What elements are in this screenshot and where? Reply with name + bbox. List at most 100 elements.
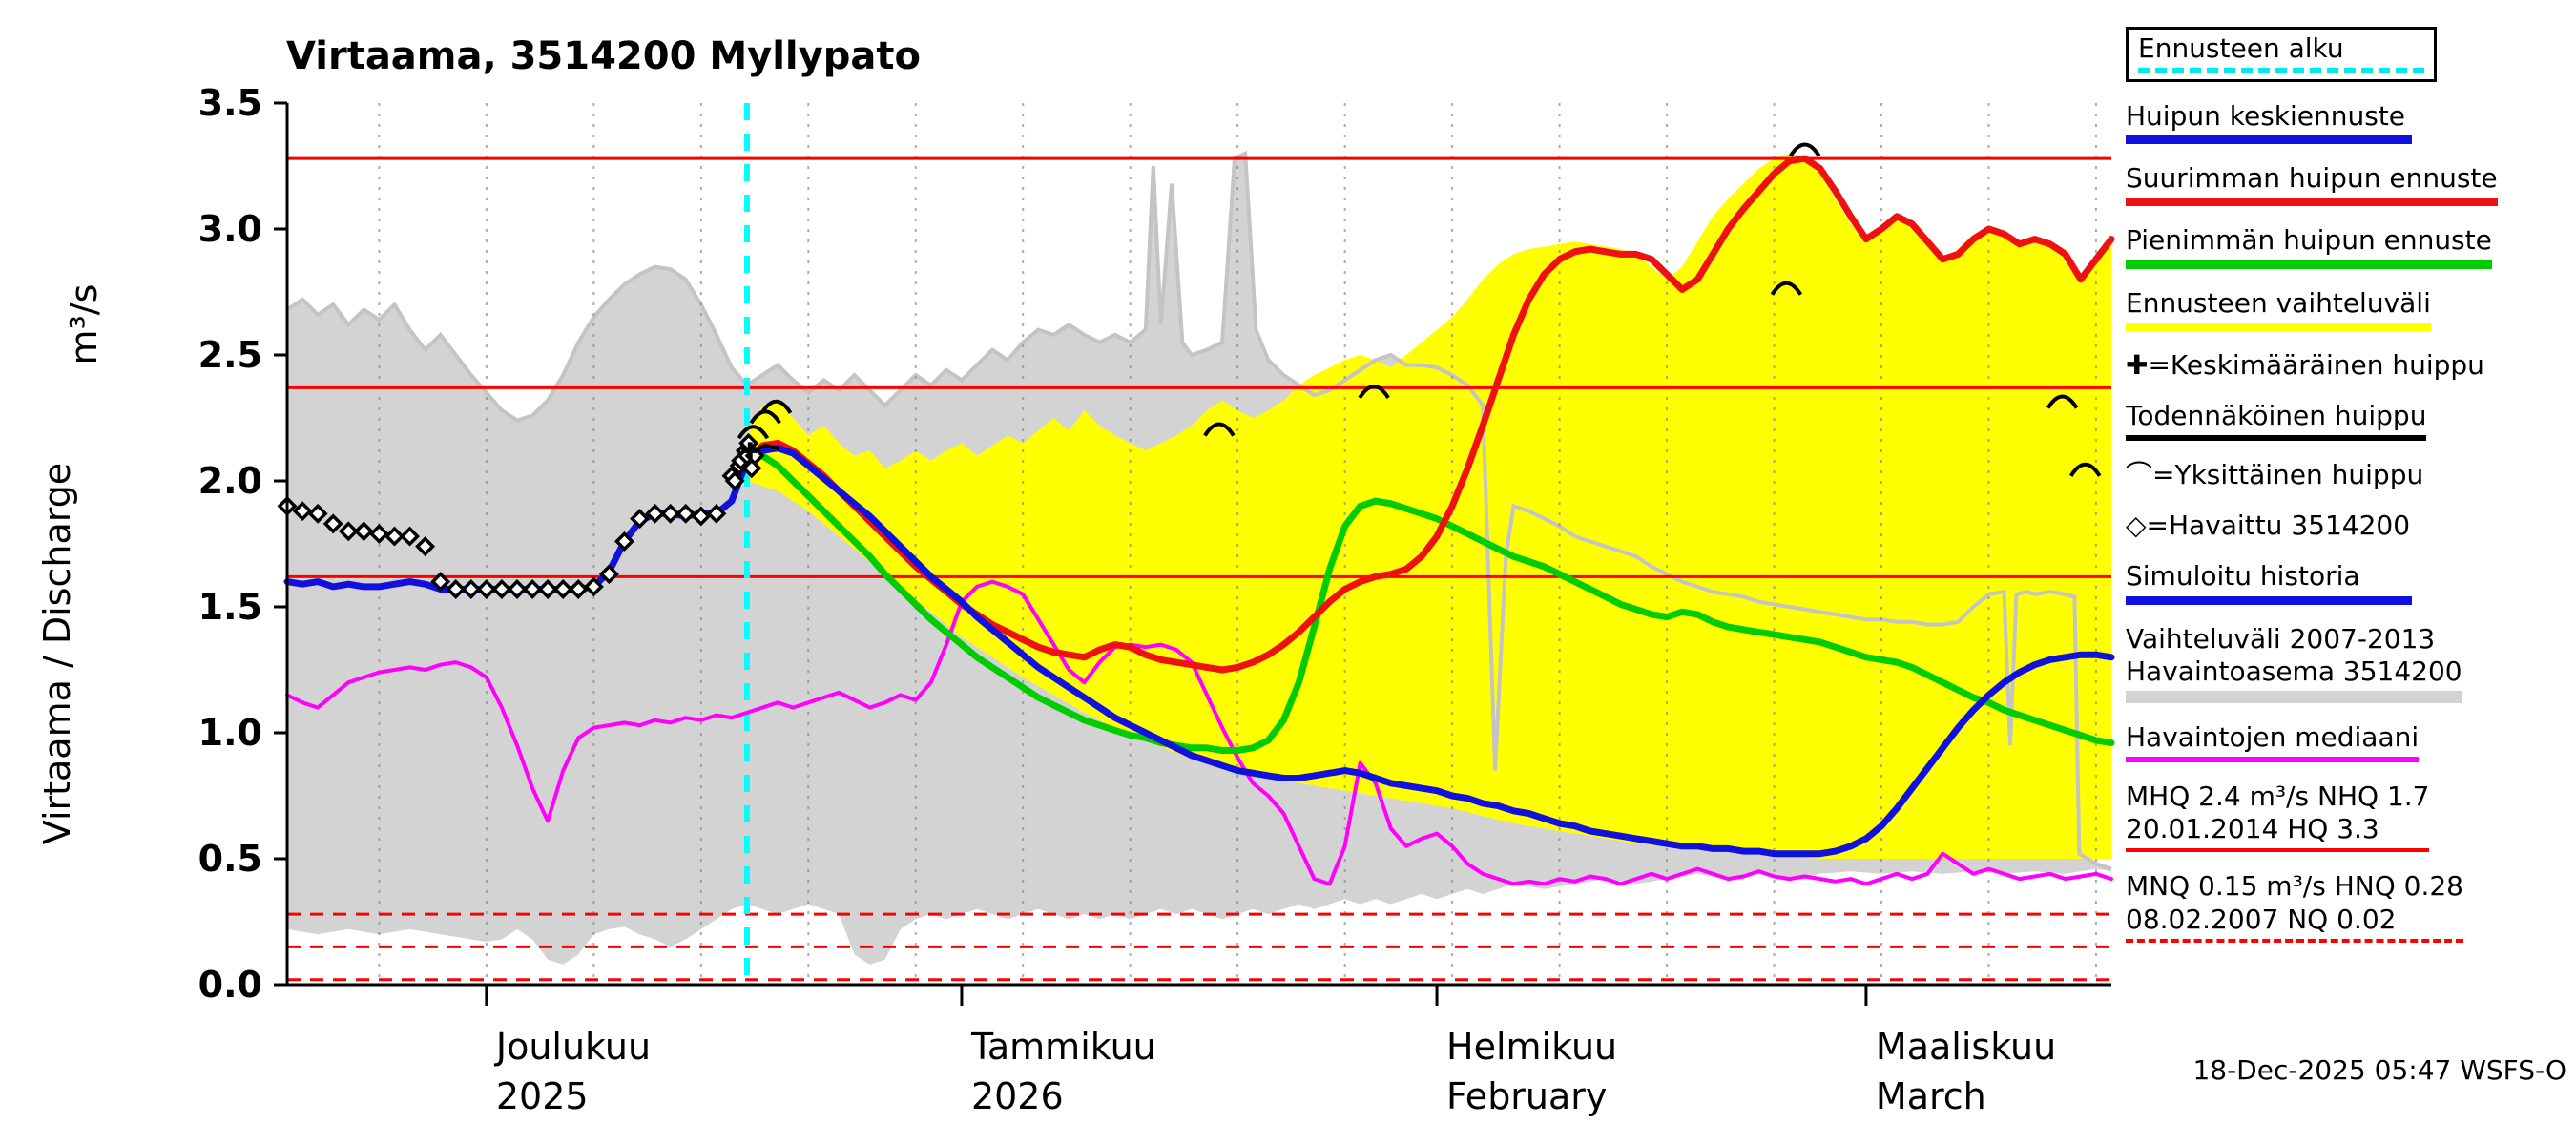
range-bands: [285, 150, 2112, 965]
observed-diamond-marker: [307, 503, 328, 524]
observed-diamond-marker: [691, 506, 712, 527]
timestamp: 18-Dec-2025 05:47 WSFS-O: [2192, 1054, 2566, 1086]
month-label: Tammikuu: [970, 1026, 1156, 1068]
legend-label-forecast-start: Ennusteen alku: [2138, 32, 2344, 64]
individual-peak-arc-marker: [1358, 384, 1390, 400]
legend-item-average-peak: ✚=Keskimääräinen huippu: [2126, 349, 2484, 382]
series-min-peak-forecast: [743, 452, 2115, 754]
individual-peak-arc-marker: [759, 399, 793, 414]
legend-label-observation-median: Havaintojen mediaani: [2126, 720, 2420, 753]
mean-peak-plus-marker: [741, 442, 759, 460]
observed-diamond-marker: [384, 526, 405, 547]
observed-diamond-marker: [552, 579, 573, 599]
legend-item-low-flow-stats: MNQ 0.15 m³/s HNQ 0.28 08.02.2007 NQ 0.02: [2126, 870, 2463, 943]
legend-item-forecast-start: Ennusteen alku: [2126, 27, 2437, 83]
y-tick-label: 0.0: [198, 964, 262, 1006]
month-label: Maaliskuu: [1876, 1026, 2056, 1068]
individual-peak-arc-marker: [749, 409, 781, 425]
observed-diamond-marker: [724, 470, 745, 491]
y-axis-label: Virtaama / Discharge: [36, 462, 78, 845]
month-sublabel: March: [1876, 1075, 1986, 1117]
legend-label-low-flow-stats: 08.02.2007 NQ 0.02: [2126, 903, 2397, 935]
legend-label-high-flow-stats: 20.01.2014 HQ 3.3: [2126, 813, 2379, 845]
y-tick-label: 2.0: [198, 460, 262, 502]
legend-label-smallest-peak-forecast: Pienimmän huipun ennuste: [2126, 224, 2492, 257]
gridlines: [378, 103, 2097, 985]
month-label: Joulukuu: [494, 1026, 651, 1068]
legend-label-low-flow-stats: MNQ 0.15 m³/s HNQ 0.28: [2126, 870, 2463, 903]
observed-diamond-marker: [491, 579, 512, 599]
series-median-observations: [285, 579, 2113, 886]
legend-swatch-high-flow-stats: [2126, 848, 2430, 853]
legend-label-simulated-history: Simuloitu historia: [2126, 560, 2360, 593]
y-tick-label: 1.0: [198, 712, 262, 754]
legend-swatch-historical-range: [2126, 690, 2462, 703]
legend-item-probable-peak: Todennäköinen huippu: [2126, 399, 2427, 442]
legend-label-historical-range: Havaintoasema 3514200: [2126, 655, 2462, 687]
observed-diamond-marker: [430, 572, 451, 593]
observed-diamond-marker: [446, 579, 467, 599]
legend-swatch-forecast-start: [2138, 68, 2424, 74]
legend-label-probable-peak: Todennäköinen huippu: [2126, 399, 2427, 431]
observed-diamond-marker: [400, 526, 421, 547]
individual-peak-arc-marker: [737, 425, 770, 440]
legend-swatch-mean-peak-forecast: [2126, 135, 2412, 145]
legend-swatch-probable-peak: [2126, 435, 2427, 442]
y-axis-unit-label: m³/s: [63, 283, 105, 365]
legend-item-historical-range: Vaihteluväli 2007-2013 Havaintoasema 3514…: [2126, 623, 2462, 703]
y-tick-label: 0.5: [198, 838, 262, 880]
legend-label-forecast-range: Ennusteen vaihteluväli: [2126, 286, 2431, 319]
legend-item-largest-peak-forecast: Suurimman huipun ennuste: [2126, 162, 2498, 207]
observed-diamond-marker: [461, 579, 482, 599]
observed-diamond-marker: [322, 513, 343, 534]
legend-label-mean-peak-forecast: Huipun keskiennuste: [2126, 100, 2406, 133]
observed-diamond-marker: [353, 521, 374, 542]
observed-diamond-marker: [614, 531, 634, 552]
legend-item-simulated-history: Simuloitu historia: [2126, 560, 2412, 605]
y-tick-label: 1.5: [198, 586, 262, 628]
month-label: Helmikuu: [1446, 1026, 1617, 1068]
observed-diamond-marker: [415, 536, 436, 557]
legend-item-mean-peak-forecast: Huipun keskiennuste: [2126, 100, 2412, 145]
legend-label-largest-peak-forecast: Suurimman huipun ennuste: [2126, 162, 2498, 195]
individual-peak-arc-marker: [1203, 422, 1236, 437]
observed-diamond-marker: [645, 503, 666, 524]
legend-label-historical-range: Vaihteluväli 2007-2013: [2126, 622, 2436, 655]
legend: Ennusteen alku Huipun keskiennuste Suurimm…: [2126, 27, 2576, 961]
observed-diamond-marker: [630, 509, 651, 530]
observed-diamond-marker: [583, 576, 604, 597]
legend-swatch-forecast-range: [2126, 322, 2431, 331]
month-sublabel: February: [1446, 1075, 1607, 1117]
observed-diamond-marker: [706, 503, 727, 524]
legend-swatch-observation-median: [2126, 757, 2420, 763]
month-sublabel: 2026: [971, 1075, 1064, 1117]
legend-label-average-peak: ✚=Keskimääräinen huippu: [2126, 348, 2484, 381]
chart-title: Virtaama, 3514200 Myllypato: [286, 34, 921, 78]
individual-peak-arc-marker: [1770, 281, 1803, 296]
observed-diamond-marker: [292, 501, 313, 522]
individual-peak-arc-marker: [2046, 394, 2079, 409]
observed-diamond-marker: [522, 579, 543, 599]
observed-diamond-marker: [675, 503, 696, 524]
observed-diamond-marker: [660, 503, 681, 524]
legend-item-forecast-range: Ennusteen vaihteluväli: [2126, 287, 2431, 331]
individual-peak-arc-marker: [2068, 462, 2102, 477]
legend-label-observed: ◇=Havaittu 3514200: [2126, 510, 2411, 542]
observed-diamond-marker: [338, 521, 359, 542]
axes: 0.0 0.5 1.0 1.5 2.0 2.5 3.0 3.5 Joulukuu 2025 Tamm…: [198, 82, 2111, 1117]
individual-peak-arc-marker: [1788, 142, 1821, 157]
observed-diamond-marker: [476, 579, 497, 599]
legend-label-individual-peak: ⌒=Yksittäinen huippu: [2126, 459, 2424, 491]
forecast-range-band: [747, 153, 2111, 860]
observed-diamond-marker: [537, 579, 558, 599]
historical-range-edge: [285, 150, 2112, 871]
observed-diamond-marker: [368, 523, 389, 544]
legend-item-observed: ◇=Havaittu 3514200: [2126, 510, 2412, 542]
y-tick-label: 3.0: [198, 208, 262, 250]
y-tick-label: 3.5: [198, 82, 262, 124]
observed-diamond-marker: [598, 564, 619, 585]
legend-swatch-simulated-history: [2126, 595, 2412, 605]
legend-swatch-low-flow-stats: [2126, 938, 2463, 943]
